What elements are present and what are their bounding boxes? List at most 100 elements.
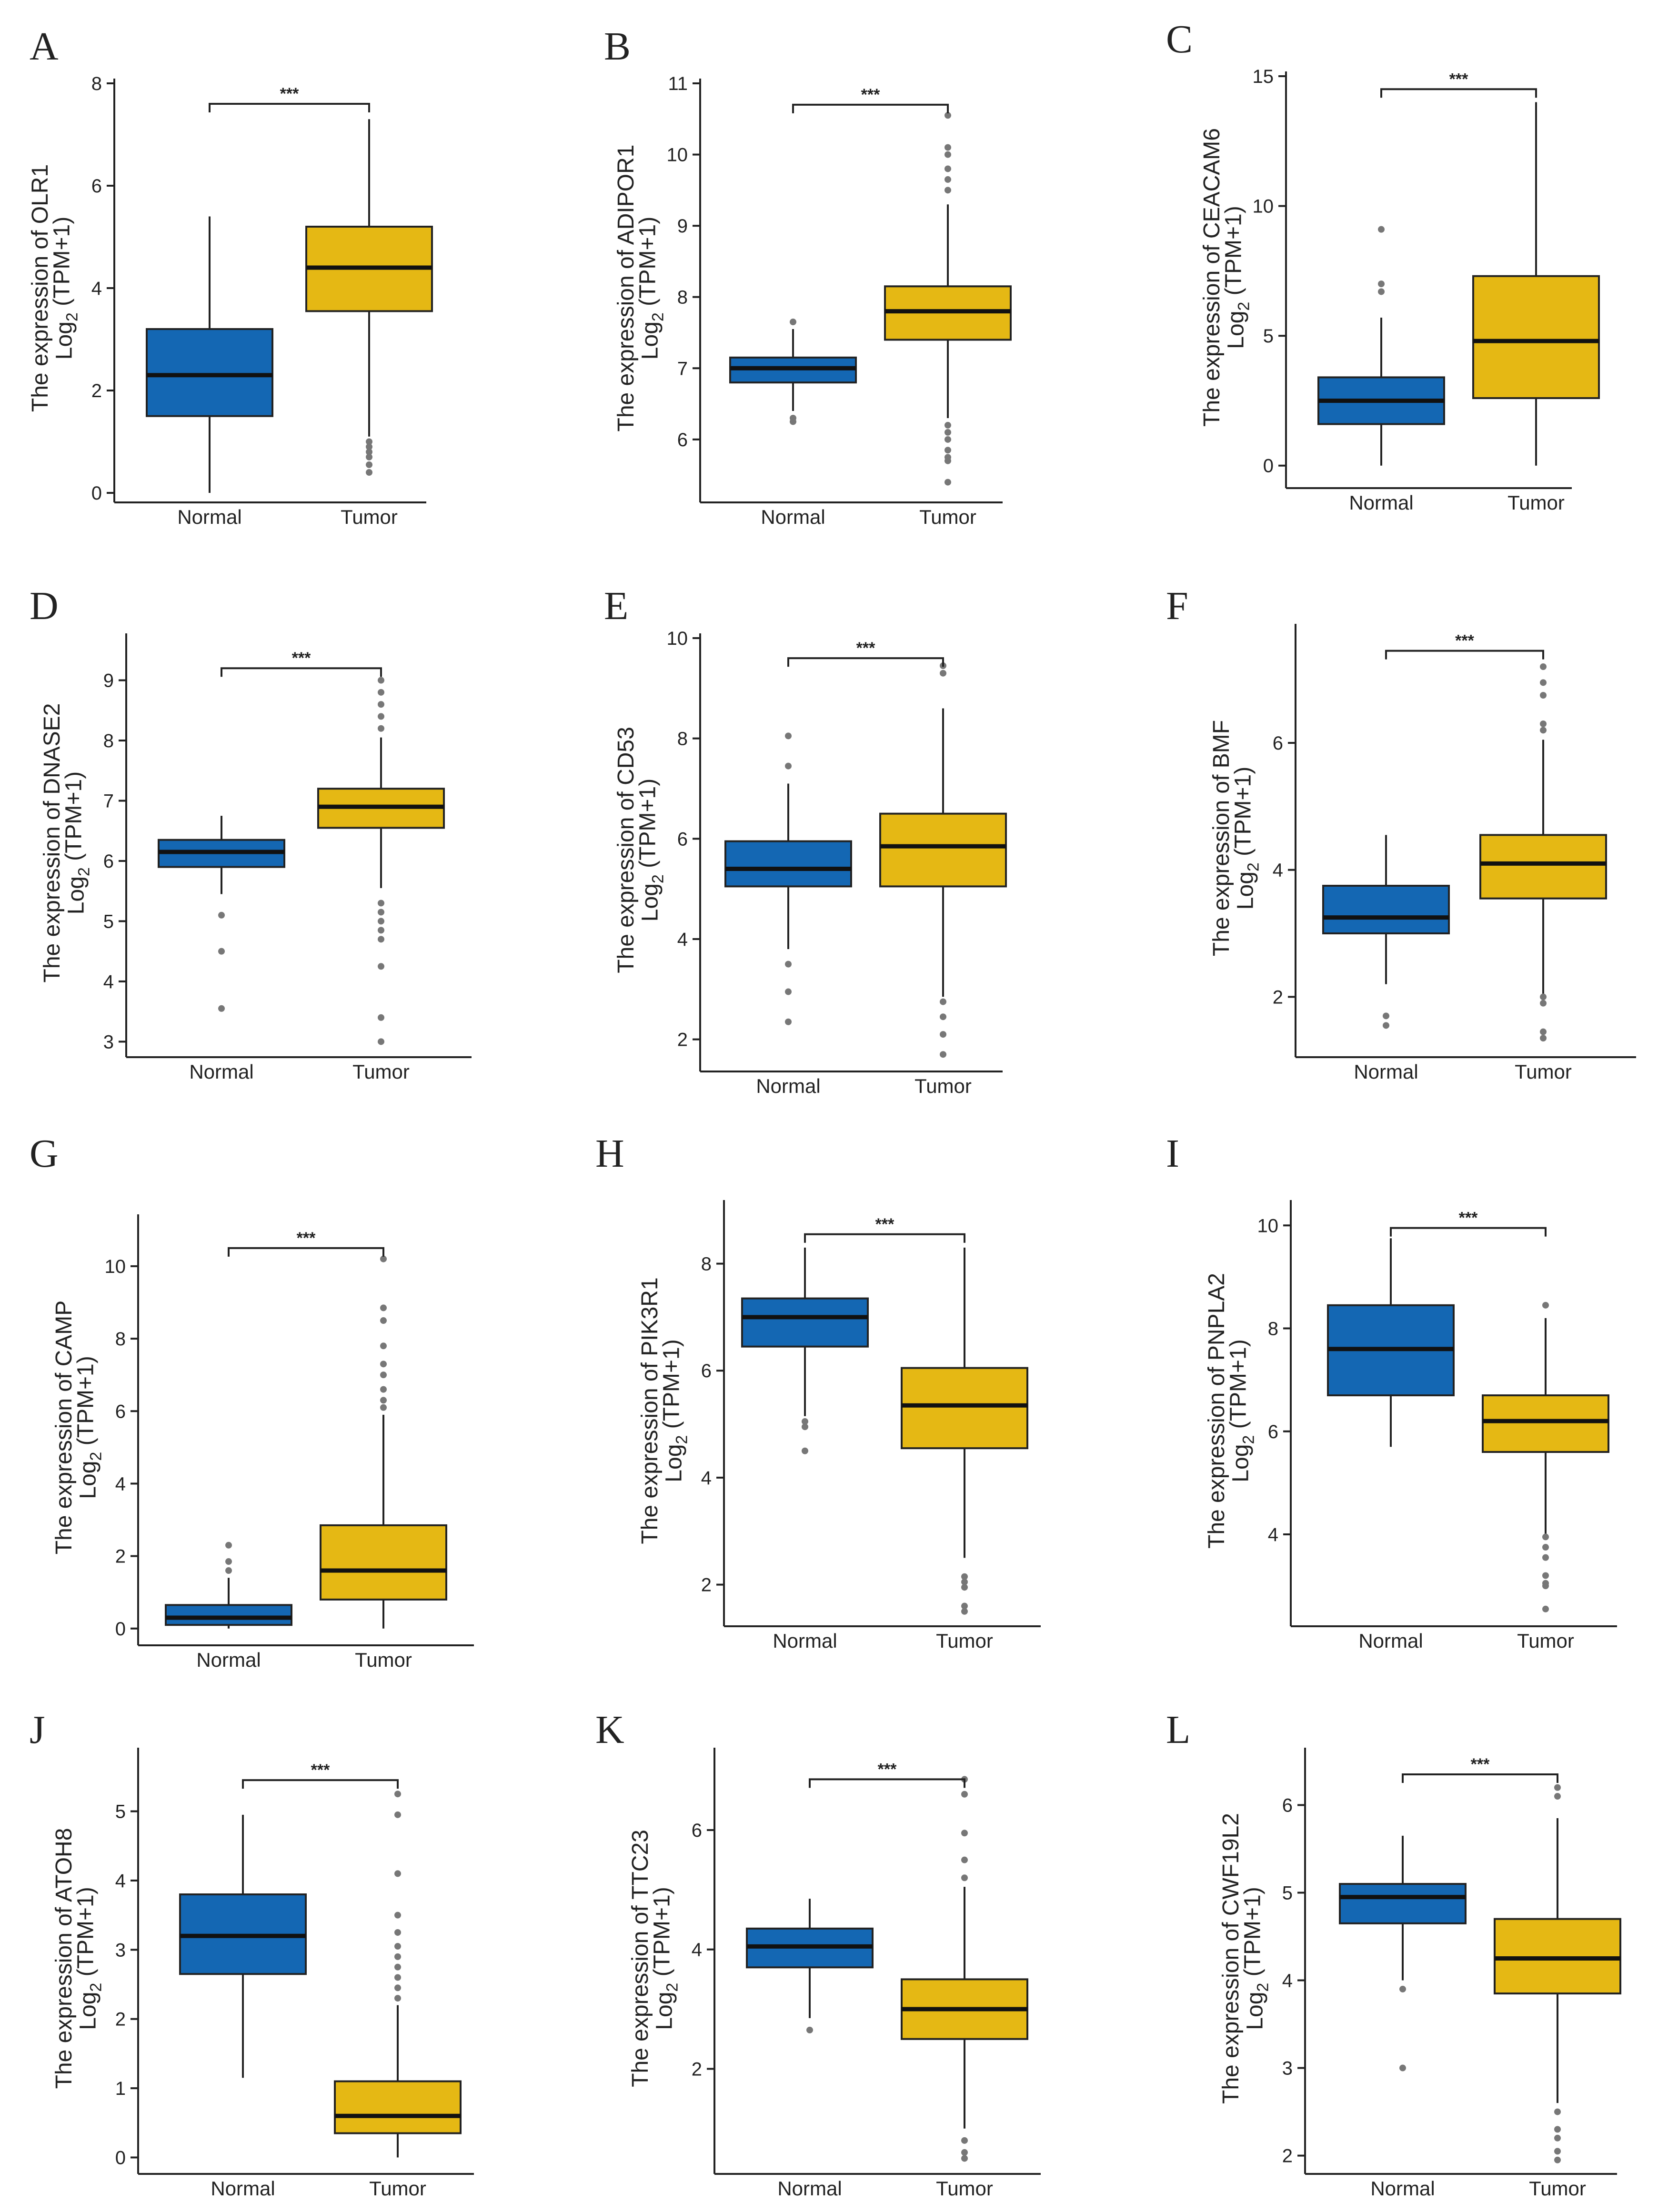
significance-bracket xyxy=(792,103,949,113)
x-category-label: Normal xyxy=(1358,1630,1423,1652)
panel-letter-g: G xyxy=(30,1131,59,1176)
outlier-point xyxy=(961,1830,968,1837)
outlier-point xyxy=(1540,692,1547,699)
outlier-point xyxy=(380,1404,387,1411)
y-axis-label-line1: The expression of OLR1 xyxy=(28,164,53,412)
y-axis-label-log: Log xyxy=(1228,1444,1254,1482)
y-axis-label: The expression of DNASE2Log2 (TPM+1) xyxy=(40,703,93,983)
y-axis-label-log: Log xyxy=(1233,871,1258,910)
outlier-point xyxy=(945,447,951,454)
outlier-point xyxy=(394,1943,401,1950)
panel-letter-b: B xyxy=(604,24,631,69)
y-axis-label-subscript: 2 xyxy=(63,312,81,321)
significance-bracket xyxy=(787,657,944,667)
significance-bracket xyxy=(809,1778,965,1788)
x-category-label: Normal xyxy=(777,2177,842,2200)
y-axis-label-subscript: 2 xyxy=(87,1452,105,1461)
outlier-point xyxy=(378,963,384,970)
x-category-label: Tumor xyxy=(352,1061,410,1083)
outlier-point xyxy=(961,1584,968,1591)
outlier-point xyxy=(785,988,792,995)
y-axis-label-log: Log xyxy=(52,321,77,360)
y-tick-label: 2 xyxy=(1273,987,1283,1008)
outlier-point xyxy=(945,144,951,151)
y-tick-label: 6 xyxy=(701,1361,712,1381)
outlier-point xyxy=(802,1423,808,1431)
significance-bracket xyxy=(1380,88,1537,98)
y-tick-label: 10 xyxy=(1257,1215,1279,1236)
y-tick-label: 4 xyxy=(115,1871,126,1892)
outlier-point xyxy=(1399,2064,1406,2072)
y-axis-label-log: Log xyxy=(1243,1992,1268,2030)
y-axis-label: The expression of OLR1Log2 (TPM+1) xyxy=(28,164,81,412)
outlier-point xyxy=(378,1014,384,1021)
outlier-point xyxy=(961,2137,968,2144)
y-axis-label-subscript: 2 xyxy=(1235,302,1253,311)
iqr-box xyxy=(1479,834,1607,900)
outlier-point xyxy=(378,927,384,934)
outlier-point xyxy=(802,1418,808,1425)
y-tick-label: 9 xyxy=(103,671,114,691)
outlier-point xyxy=(1554,2134,1561,2142)
outlier-point xyxy=(378,677,384,684)
box-tumor xyxy=(1494,1784,1621,2163)
outlier-point xyxy=(961,1608,968,1615)
outlier-point xyxy=(218,948,225,955)
outlier-point xyxy=(366,453,372,460)
x-category-label: Tumor xyxy=(1515,1061,1572,1083)
y-axis-label-line1: The expression of CD53 xyxy=(613,727,639,973)
y-axis-label-unit: (TPM+1) xyxy=(1231,767,1256,862)
y-tick-label: 0 xyxy=(1263,456,1274,477)
box-tumor xyxy=(901,1776,1028,2162)
y-axis-label-line1: The expression of CWF19L2 xyxy=(1218,1813,1244,2104)
outlier-point xyxy=(961,1856,968,1863)
x-category-label: Tumor xyxy=(936,1630,993,1652)
outlier-point xyxy=(225,1541,232,1549)
box-normal xyxy=(146,216,273,493)
outlier-point xyxy=(945,151,951,158)
x-category-label: Normal xyxy=(189,1061,253,1083)
outlier-point xyxy=(394,1791,401,1798)
y-axis-label-log: Log xyxy=(652,1992,677,2030)
outlier-point xyxy=(1554,1793,1561,1800)
outlier-point xyxy=(394,1870,401,1877)
y-tick-label: 10 xyxy=(667,145,688,166)
y-tick-label: 6 xyxy=(1268,1421,1278,1442)
outlier-point xyxy=(790,414,796,421)
iqr-box xyxy=(146,328,273,417)
y-axis-label-unit: (TPM+1) xyxy=(1221,206,1246,301)
iqr-box xyxy=(1339,1883,1467,1924)
x-category-label: Normal xyxy=(1370,2177,1435,2200)
box-normal xyxy=(1322,835,1450,1029)
outlier-point xyxy=(378,725,384,732)
outlier-point xyxy=(378,689,384,696)
box-normal xyxy=(158,816,285,1012)
iqr-box xyxy=(741,1297,869,1348)
outlier-point xyxy=(218,1005,225,1012)
outlier-point xyxy=(225,1567,232,1574)
outlier-point xyxy=(1542,1544,1549,1551)
x-category-label: Normal xyxy=(756,1075,820,1097)
significance-bracket xyxy=(1385,650,1544,660)
iqr-box xyxy=(879,812,1007,888)
y-axis-label-log: Log xyxy=(638,883,663,921)
significance-label: *** xyxy=(1449,70,1468,88)
iqr-box xyxy=(165,1604,292,1626)
outlier-point xyxy=(218,911,225,919)
outlier-point xyxy=(940,1031,946,1038)
y-tick-label: 1 xyxy=(115,2078,126,2099)
outlier-point xyxy=(394,1912,401,1919)
outlier-point xyxy=(1542,1554,1549,1561)
outlier-point xyxy=(785,762,792,770)
y-tick-label: 2 xyxy=(1282,2146,1293,2167)
outlier-point xyxy=(785,732,792,740)
outlier-point xyxy=(940,1051,946,1058)
outlier-point xyxy=(806,2026,813,2033)
y-tick-label: 8 xyxy=(677,287,688,308)
box-normal xyxy=(729,319,857,425)
box-tumor xyxy=(334,1791,462,2158)
outlier-point xyxy=(1378,226,1385,233)
